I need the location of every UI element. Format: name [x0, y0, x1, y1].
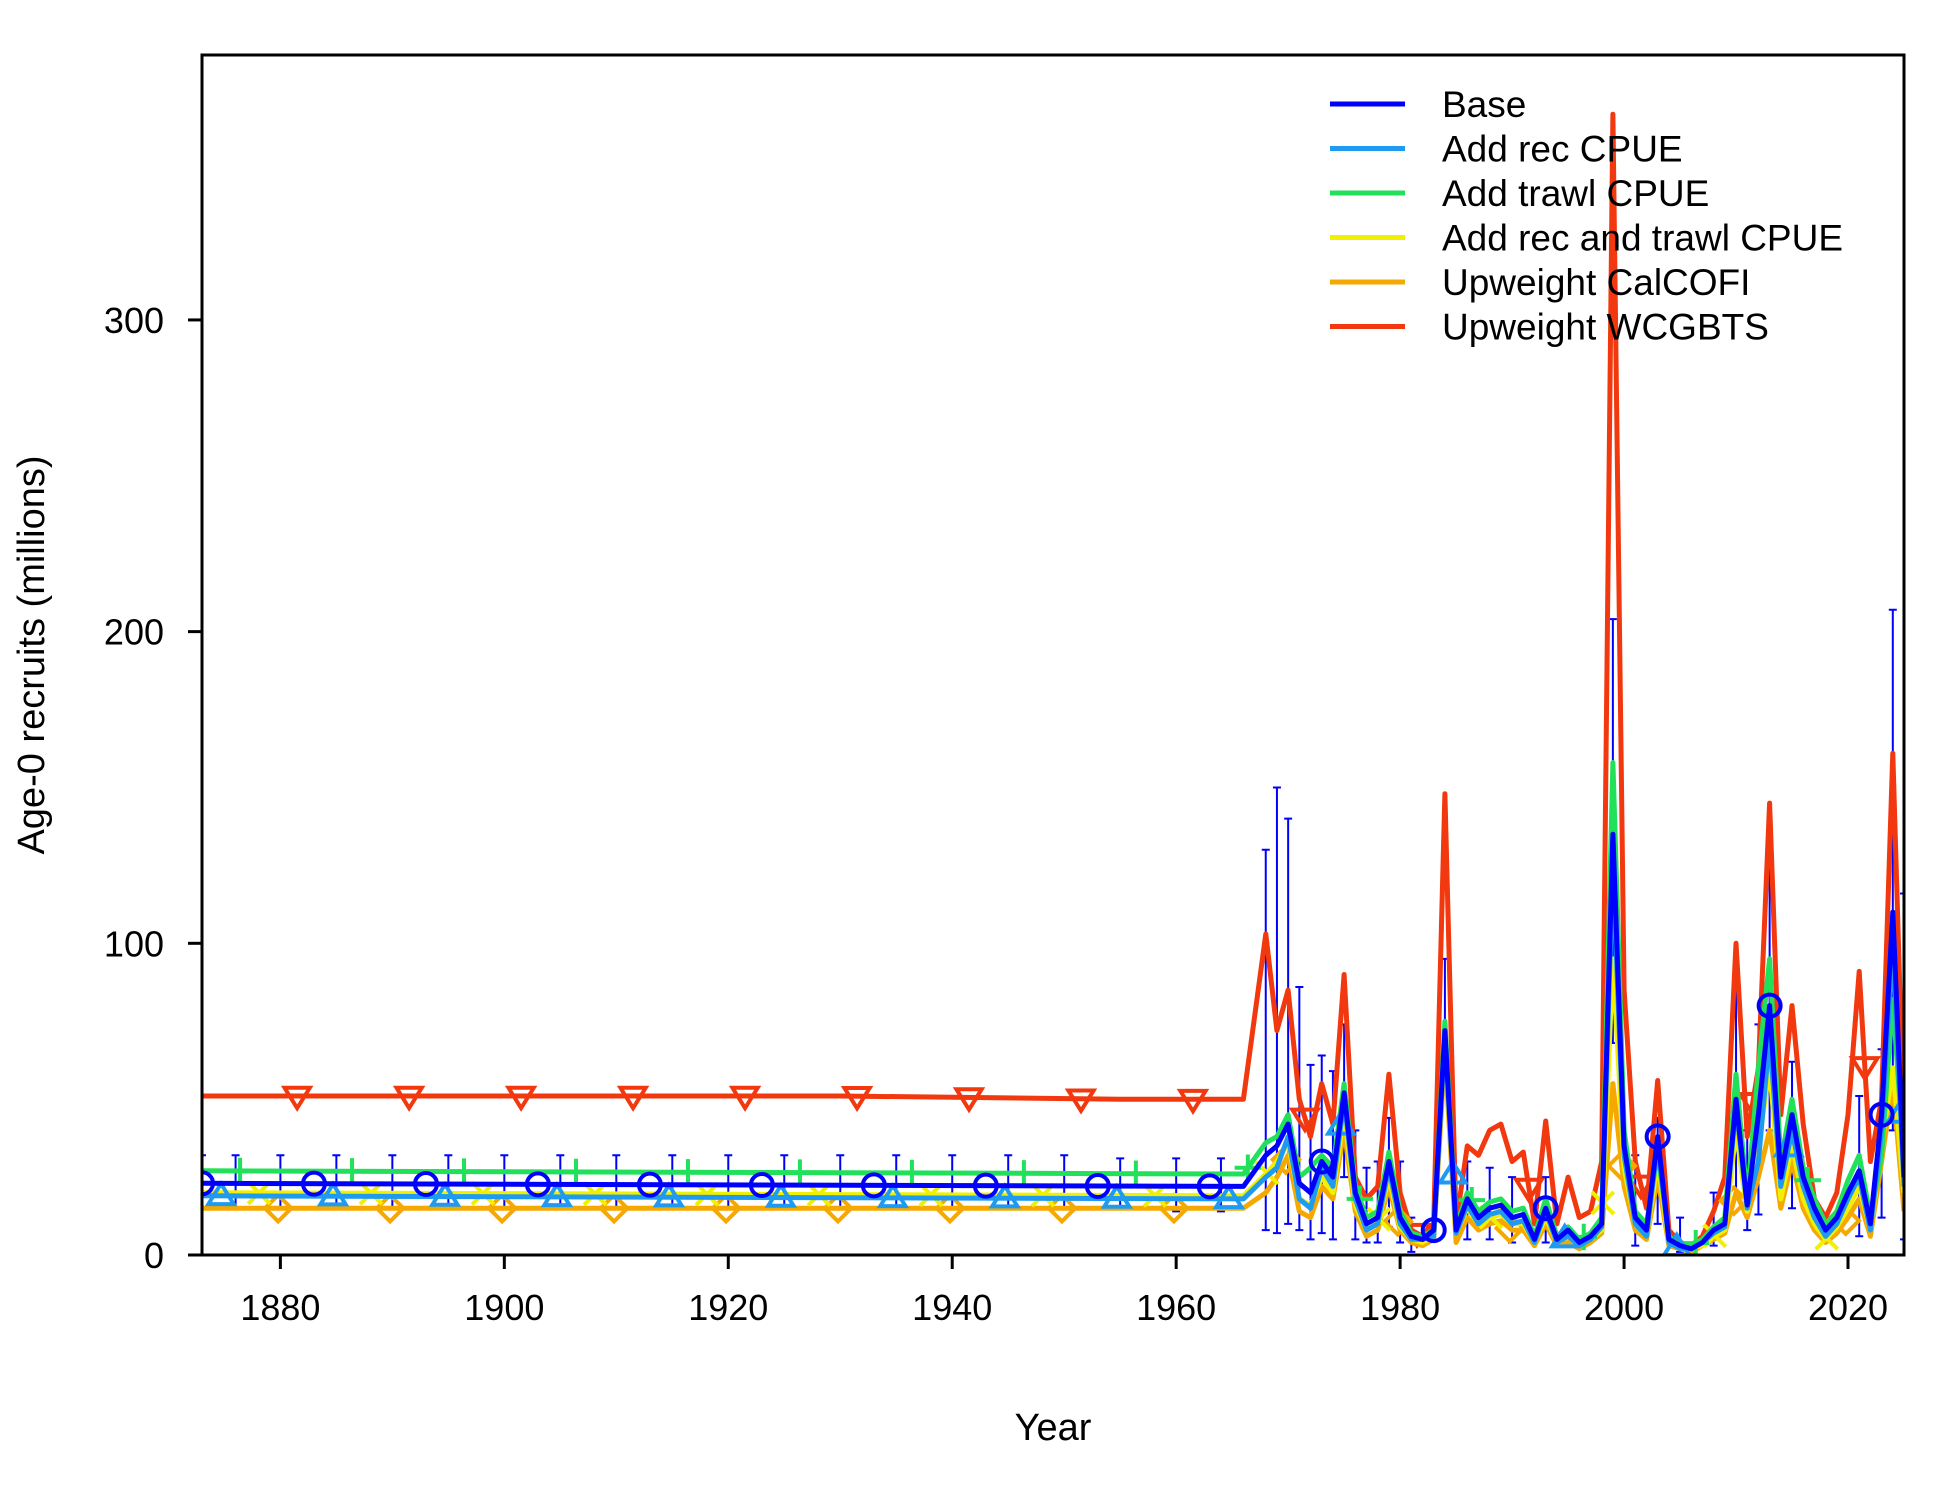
- data-point: [1624, 1174, 1658, 1201]
- data-point: [280, 1085, 314, 1112]
- data-point: [1122, 1160, 1150, 1187]
- data-point: [898, 1159, 926, 1187]
- data-point: [300, 1170, 327, 1197]
- data-point: [1196, 1173, 1223, 1200]
- data-point: [316, 1180, 350, 1207]
- legend-label: Upweight CalCOFI: [1442, 262, 1750, 303]
- data-point: [204, 1179, 238, 1207]
- x-axis: 1880 1900 1920 1940 1960 1980 2000 2020: [240, 1255, 1888, 1328]
- series-line: [202, 831, 1904, 1252]
- x-tick-label: 2000: [1584, 1287, 1664, 1328]
- x-tick-label: 1960: [1136, 1287, 1216, 1328]
- data-point: [952, 1087, 986, 1114]
- data-point: [450, 1158, 478, 1185]
- error-bar: [1261, 848, 1270, 1232]
- data-point: [840, 1085, 874, 1113]
- y-tick-label: 200: [104, 612, 164, 653]
- data-point: [1308, 1148, 1335, 1175]
- data-point: [1100, 1182, 1134, 1209]
- x-tick-label: 2020: [1808, 1287, 1888, 1328]
- data-point: [202, 1170, 215, 1197]
- data-point: [412, 1170, 439, 1197]
- data-point: [1420, 1217, 1447, 1244]
- data-point: [652, 1181, 686, 1208]
- data-point: [616, 1085, 650, 1112]
- data-point: [392, 1085, 426, 1112]
- x-tick-label: 1920: [688, 1287, 768, 1328]
- data-point: [1644, 1123, 1671, 1150]
- data-point: [428, 1180, 462, 1207]
- data-point: [1288, 1107, 1322, 1134]
- y-axis-title: Age-0 recruits (millions): [11, 455, 53, 854]
- x-tick-label: 1900: [464, 1287, 544, 1328]
- data-point: [1010, 1160, 1038, 1187]
- data-point: [674, 1159, 702, 1186]
- series-base: [202, 831, 1904, 1252]
- data-point: [1381, 1205, 1414, 1238]
- y-tick-label: 300: [104, 300, 164, 341]
- data-point: [1756, 992, 1783, 1019]
- data-point: [540, 1180, 574, 1208]
- error-bar: [556, 1154, 565, 1210]
- error-bar: [668, 1154, 677, 1210]
- data-point: [1868, 1101, 1895, 1128]
- data-point: [226, 1157, 254, 1185]
- data-point: [728, 1085, 762, 1112]
- data-point: [860, 1172, 887, 1199]
- data-point: [1176, 1088, 1210, 1116]
- legend-label: Add trawl CPUE: [1442, 173, 1709, 214]
- x-axis-title: Year: [1015, 1407, 1092, 1449]
- data-point: [1512, 1177, 1546, 1204]
- data-point: [748, 1171, 775, 1198]
- data-point: [338, 1158, 366, 1185]
- data-point: [524, 1171, 551, 1198]
- y-axis: 0 100 200 300: [104, 300, 202, 1276]
- x-tick-label: 1940: [912, 1287, 992, 1328]
- data-point: [1532, 1195, 1559, 1222]
- y-tick-label: 100: [104, 923, 164, 964]
- data-point: [972, 1172, 999, 1199]
- legend-label: Upweight WCGBTS: [1442, 307, 1769, 348]
- data-point: [764, 1181, 798, 1208]
- data-point: [636, 1171, 663, 1198]
- data-point: [1212, 1182, 1246, 1210]
- error-bar: [780, 1154, 789, 1210]
- legend-label: Add rec CPUE: [1442, 129, 1683, 170]
- data-point: [1064, 1088, 1098, 1115]
- series-layer: [202, 111, 1904, 1255]
- data-point: [876, 1181, 910, 1209]
- error-bar: [1900, 892, 1904, 1241]
- data-point: [988, 1182, 1022, 1209]
- data-point: [786, 1159, 814, 1186]
- plot-frame: [200, 53, 1906, 1257]
- legend-label: Base: [1442, 84, 1526, 125]
- legend-label: Add rec and trawl CPUE: [1442, 218, 1843, 259]
- y-tick-label: 0: [144, 1235, 164, 1276]
- data-point: [1848, 1056, 1882, 1083]
- data-point: [1084, 1172, 1111, 1199]
- data-point: [562, 1158, 590, 1186]
- data-point: [504, 1085, 538, 1112]
- x-tick-label: 1980: [1360, 1287, 1440, 1328]
- x-tick-label: 1880: [240, 1287, 320, 1328]
